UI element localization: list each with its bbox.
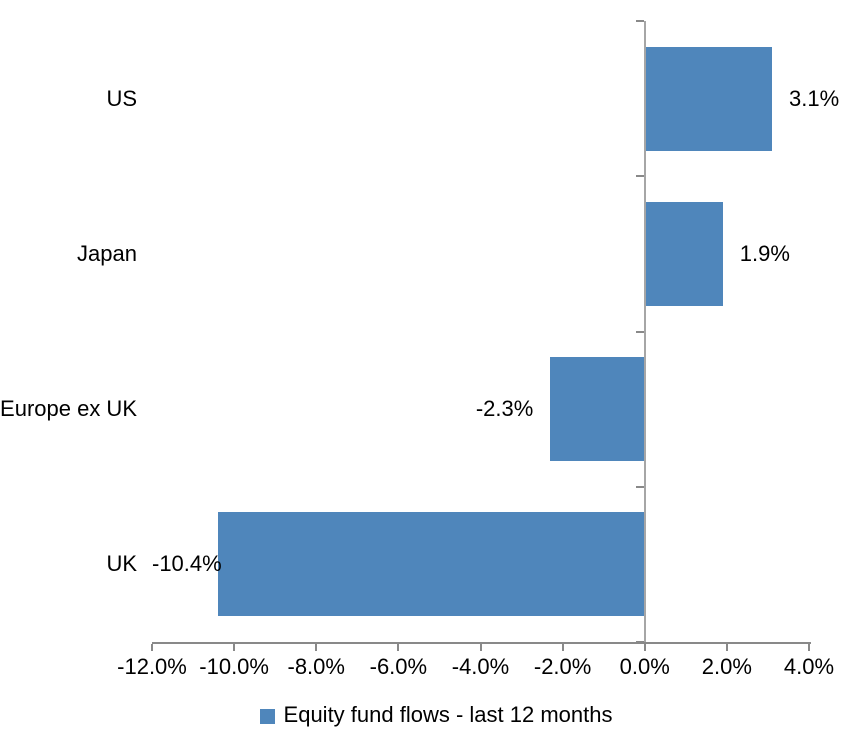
x-axis-tick (479, 644, 482, 651)
category-label: UK (106, 551, 137, 577)
x-axis-tick (643, 644, 646, 651)
x-axis-line (152, 642, 811, 644)
y-axis-zero-line (643, 21, 646, 642)
y-axis-tick (635, 330, 644, 333)
x-axis-tick (233, 644, 236, 651)
x-axis-tick (151, 644, 153, 651)
x-axis-tick-label: -2.0% (533, 654, 592, 679)
x-axis-tick-label: -12.0% (117, 654, 187, 679)
value-label: -10.4% (152, 551, 222, 577)
y-axis-tick (635, 20, 644, 22)
legend: Equity fund flows - last 12 months (0, 702, 852, 728)
x-axis-tick-label: 4.0% (783, 654, 835, 679)
bar-us (644, 46, 773, 151)
x-axis-tick-label: -4.0% (451, 654, 510, 679)
x-axis-tick-label: -10.0% (199, 654, 269, 679)
x-axis-tick (561, 644, 564, 651)
value-label: -2.3% (475, 396, 534, 422)
x-axis-tick (725, 644, 728, 651)
y-axis-tick (635, 175, 644, 178)
x-axis-tick (315, 644, 318, 651)
x-axis-tick (397, 644, 400, 651)
legend-label: Equity fund flows - last 12 months (283, 702, 613, 727)
category-label: Europe ex UK (0, 396, 137, 422)
y-axis-tick (635, 485, 644, 488)
bar-europe-ex-uk (550, 357, 645, 462)
x-axis-tick-label: -6.0% (369, 654, 428, 679)
value-label: 1.9% (739, 240, 790, 266)
x-axis-tick-label: 0.0% (619, 654, 670, 679)
bar-uk (217, 512, 645, 617)
bar-japan (644, 201, 723, 306)
category-label: Japan (77, 240, 137, 266)
category-label: US (106, 85, 137, 111)
legend-marker-icon (259, 708, 275, 724)
value-label: 3.1% (789, 85, 840, 111)
x-axis-tick-label: 2.0% (701, 654, 752, 679)
x-axis-tick (808, 644, 810, 651)
x-axis-tick-label: -8.0% (287, 654, 345, 679)
